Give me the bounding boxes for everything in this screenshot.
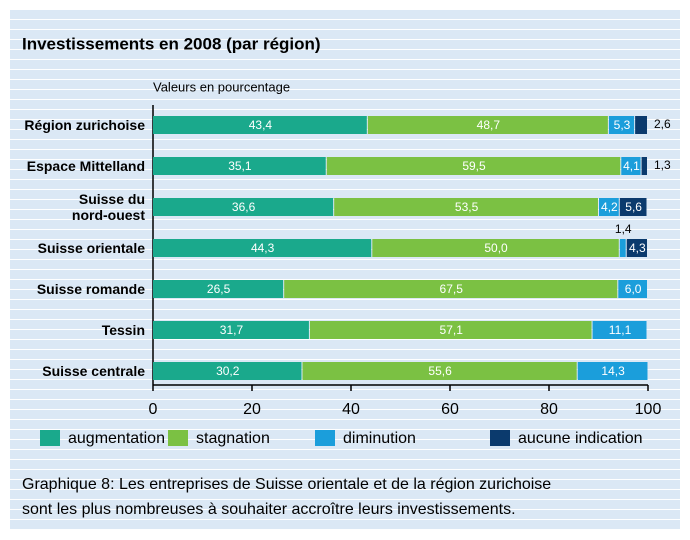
- legend-swatch: [168, 430, 188, 446]
- caption: Graphique 8: Les entreprises de Suisse o…: [22, 476, 552, 518]
- bar-segment: [619, 239, 626, 257]
- bar-segment: [635, 116, 647, 134]
- value-label: 6,0: [625, 282, 642, 296]
- panel: [10, 10, 680, 530]
- value-label: 59,5: [462, 159, 486, 173]
- bar-segment: [309, 321, 592, 339]
- x-tick-label: 60: [441, 401, 459, 418]
- value-label: 48,7: [477, 118, 501, 132]
- x-tick-label: 100: [635, 401, 662, 418]
- value-label: 55,6: [428, 364, 452, 378]
- value-label: 4,1: [623, 159, 640, 173]
- category-label: Suisse du nord-ouest: [71, 191, 145, 223]
- bar-segment: [626, 239, 647, 257]
- value-label: 50,0: [484, 241, 508, 255]
- value-label: 5,3: [614, 118, 631, 132]
- bar-segment: [618, 280, 647, 298]
- legend-swatch: [315, 430, 335, 446]
- x-tick-label: 80: [540, 401, 558, 418]
- legend-label: augmentation: [68, 430, 165, 447]
- bar-segment: [153, 157, 326, 175]
- subtitle: Valeurs en pourcentage: [153, 79, 290, 94]
- category-label: Espace Mittelland: [26, 158, 145, 174]
- bar-segment: [153, 116, 367, 134]
- value-label: 11,1: [609, 323, 632, 337]
- category-label: Suisse centrale: [42, 363, 145, 379]
- legend-label: diminution: [343, 430, 416, 447]
- category-label: Suisse orientale: [37, 240, 145, 256]
- value-label: 36,6: [232, 200, 256, 214]
- value-label: 1,3: [654, 158, 671, 172]
- value-label: 30,2: [216, 364, 240, 378]
- value-label: 31,7: [220, 323, 244, 337]
- value-label: 67,5: [440, 282, 464, 296]
- value-label: 57,1: [440, 323, 464, 337]
- x-tick-label: 0: [149, 401, 158, 418]
- bar-segment: [153, 239, 372, 257]
- value-label: 1,4: [615, 222, 632, 236]
- bar-segment: [153, 280, 284, 298]
- bar-segment: [284, 280, 618, 298]
- bar-segment: [592, 321, 647, 339]
- bar-segment: [641, 157, 647, 175]
- bar-segment: [619, 198, 647, 216]
- bar-segment: [367, 116, 608, 134]
- value-label: 53,5: [455, 200, 479, 214]
- value-label: 43,4: [249, 118, 273, 132]
- legend-label: stagnation: [196, 430, 270, 447]
- value-label: 4,3: [629, 241, 646, 255]
- bar-segment: [153, 321, 309, 339]
- x-tick-label: 40: [342, 401, 360, 418]
- legend-swatch: [490, 430, 510, 446]
- bar-segment: [302, 362, 577, 380]
- x-tick-label: 20: [243, 401, 261, 418]
- category-label: Tessin: [101, 322, 145, 338]
- bar-segment: [598, 198, 619, 216]
- legend-label: aucune indication: [518, 430, 643, 447]
- bar-segment: [334, 198, 598, 216]
- value-label: 35,1: [228, 159, 252, 173]
- bar-segment: [608, 116, 635, 134]
- bar-segment: [153, 362, 302, 380]
- value-label: 2,6: [654, 117, 671, 131]
- bar-segment: [326, 157, 621, 175]
- bar-segment: [621, 157, 641, 175]
- bar-segment: [577, 362, 648, 380]
- chart-title: Investissements en 2008 (par région): [22, 34, 321, 53]
- value-label: 5,6: [625, 200, 642, 214]
- value-label: 44,3: [251, 241, 275, 255]
- legend-swatch: [40, 430, 60, 446]
- value-label: 26,5: [207, 282, 231, 296]
- value-label: 14,3: [601, 364, 625, 378]
- category-label: Région zurichoise: [24, 117, 145, 133]
- bar-segment: [372, 239, 619, 257]
- category-label: Suisse romande: [36, 281, 145, 297]
- value-label: 4,2: [601, 200, 618, 214]
- bar-segment: [153, 198, 334, 216]
